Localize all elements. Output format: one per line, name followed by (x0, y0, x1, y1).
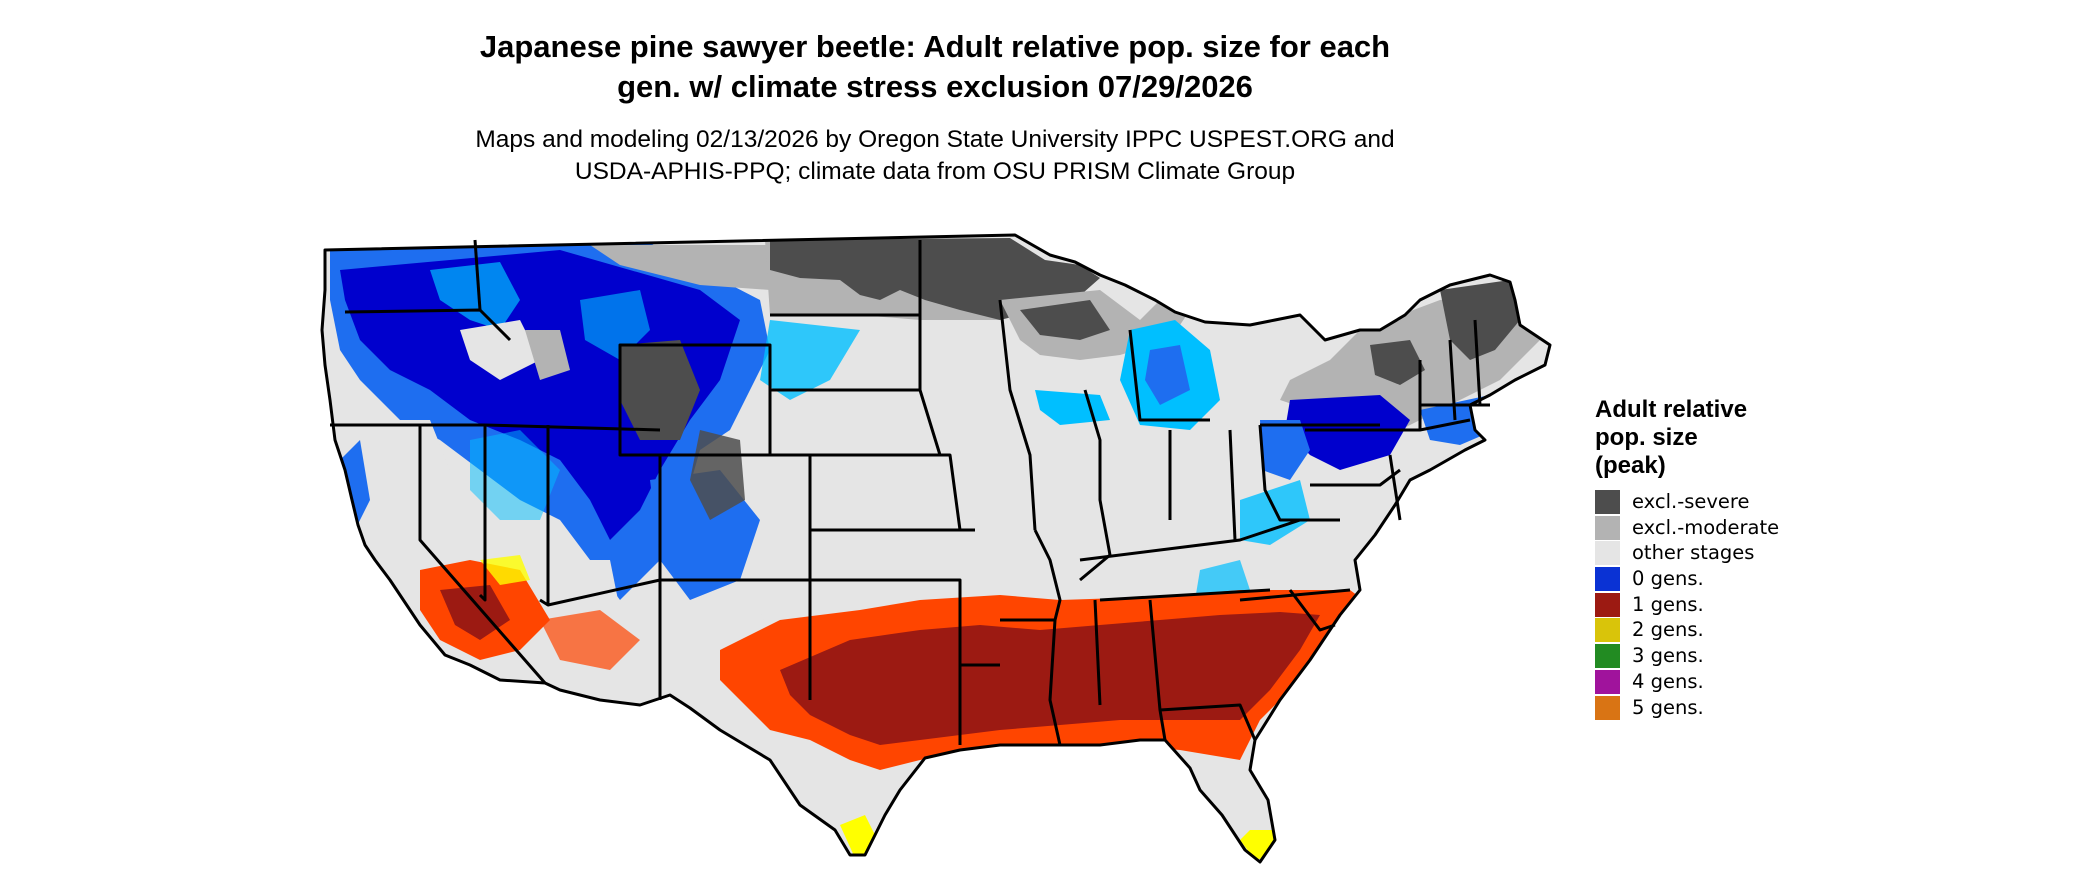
legend-swatch (1595, 541, 1620, 566)
legend-item: excl.-moderate (1595, 515, 1779, 542)
legend-item: 0 gens. (1595, 567, 1747, 593)
map-legend: Adult relative pop. size (peak) excl.-se… (1595, 396, 1779, 722)
legend-swatch (1595, 669, 1620, 694)
legend-label: excl.-severe (1632, 490, 1750, 513)
legend-title-line-2: pop. size (1595, 424, 1698, 451)
map-title-line-2: gen. w/ climate stress exclusion 07/29/2… (617, 69, 1253, 104)
legend-swatch (1595, 618, 1620, 643)
legend-item: 5 gens. (1595, 695, 1747, 722)
legend-item: 2 gens. (1595, 618, 1747, 644)
us-map (320, 233, 1552, 864)
legend-title: Adult relative pop. size (peak) (1595, 396, 1747, 480)
map-subtitle-line-1: Maps and modeling 02/13/2026 by Oregon S… (475, 126, 1395, 153)
legend-label: 3 gens. (1632, 644, 1704, 668)
map-title-line-1: Japanese pine sawyer beetle: Adult relat… (479, 29, 1391, 64)
legend-label: 5 gens. (1632, 695, 1704, 719)
map-subtitle-line-2: USDA-APHIS-PPQ; climate data from OSU PR… (574, 158, 1296, 185)
legend-item: 3 gens. (1595, 644, 1747, 670)
legend-label: 0 gens. (1632, 567, 1704, 591)
legend-swatch (1595, 567, 1620, 592)
legend-items: excl.-severe excl.-moderate other stages 0 … (1595, 490, 1779, 722)
legend-title-line-1: Adult relative (1595, 396, 1748, 423)
legend-label: other stages (1632, 541, 1755, 565)
legend-swatch (1595, 515, 1620, 540)
legend-item: 1 gens. (1595, 592, 1747, 619)
legend-swatch (1595, 695, 1620, 720)
legend-item: excl.-severe (1595, 490, 1750, 516)
legend-item: 4 gens. (1595, 669, 1747, 696)
legend-label: 2 gens. (1632, 618, 1704, 642)
legend-swatch (1595, 644, 1620, 669)
legend-swatch (1595, 592, 1620, 617)
legend-label: 1 gens. (1632, 592, 1704, 616)
legend-label: excl.-moderate (1632, 515, 1780, 539)
legend-item: other stages (1595, 541, 1754, 567)
legend-swatch (1595, 490, 1620, 514)
legend-label: 4 gens. (1632, 669, 1704, 693)
legend-title-line-3: (peak) (1595, 452, 1666, 479)
